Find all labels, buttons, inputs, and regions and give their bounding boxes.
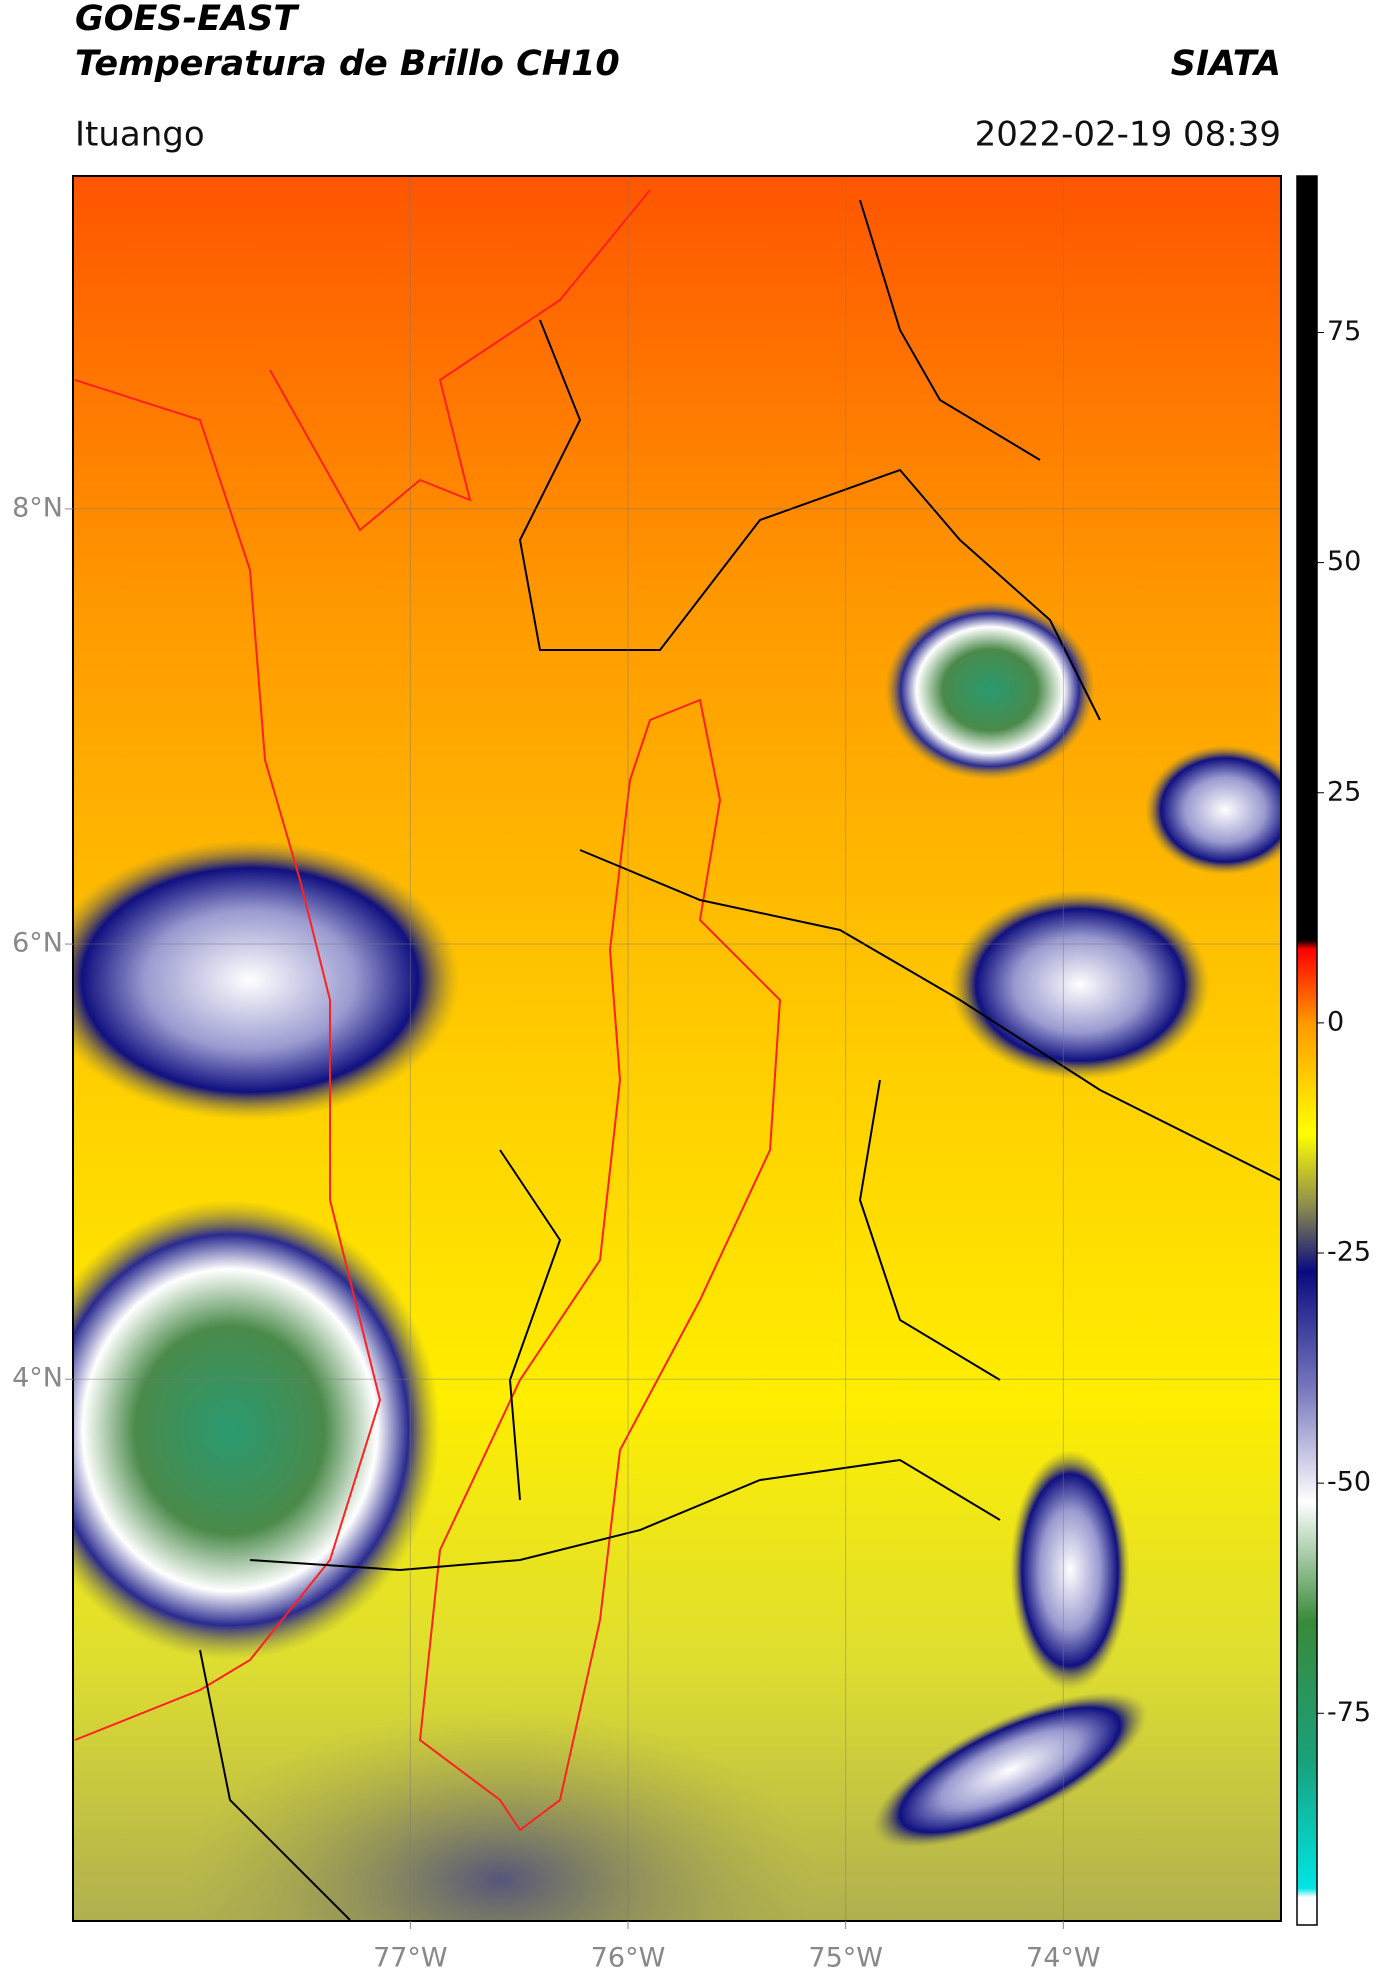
title: GOES-EAST bbox=[75, 0, 300, 39]
cloud-cell bbox=[1145, 745, 1281, 875]
cloud-cell bbox=[872, 1692, 1148, 1848]
y-tick-label: 8°N bbox=[12, 492, 63, 523]
cloud-cell bbox=[950, 890, 1210, 1080]
colorbar-tick-label: -75 bbox=[1327, 1697, 1371, 1728]
colorbar-tick-label: 75 bbox=[1327, 316, 1361, 347]
haze bbox=[180, 1710, 820, 1921]
y-tick-label: 4°N bbox=[12, 1363, 63, 1394]
colorbar-tick-label: -25 bbox=[1327, 1237, 1371, 1268]
cloud-cell bbox=[1010, 1450, 1130, 1690]
colorbar-tick-label: -50 bbox=[1327, 1467, 1371, 1498]
map-frame bbox=[72, 175, 1282, 1922]
colorbar-tick-label: 0 bbox=[1327, 1006, 1344, 1037]
cloud-cell bbox=[73, 840, 460, 1120]
storm-cell bbox=[73, 1200, 440, 1660]
map-image bbox=[73, 176, 1281, 1921]
subtitle: Temperatura de Brillo CH10 bbox=[75, 44, 620, 84]
colorbar bbox=[1296, 175, 1318, 1926]
datetime: 2022-02-19 08:39 bbox=[975, 115, 1281, 155]
admin-borders bbox=[199, 199, 1281, 1921]
source: SIATA bbox=[1171, 44, 1281, 84]
grid bbox=[73, 176, 1281, 1921]
x-tick-label: 76°W bbox=[591, 1943, 666, 1974]
coastline bbox=[74, 189, 651, 1741]
y-tick-label: 6°N bbox=[12, 928, 63, 959]
x-tick-label: 75°W bbox=[808, 1943, 883, 1974]
colorbar-tick-label: 25 bbox=[1327, 776, 1361, 807]
basin-outline bbox=[418, 698, 782, 1832]
location: Ituango bbox=[75, 115, 205, 155]
colorbar-tick-label: 50 bbox=[1327, 546, 1361, 577]
storm-cell bbox=[885, 600, 1095, 780]
x-tick-label: 74°W bbox=[1026, 1943, 1101, 1974]
x-tick-label: 77°W bbox=[373, 1943, 448, 1974]
